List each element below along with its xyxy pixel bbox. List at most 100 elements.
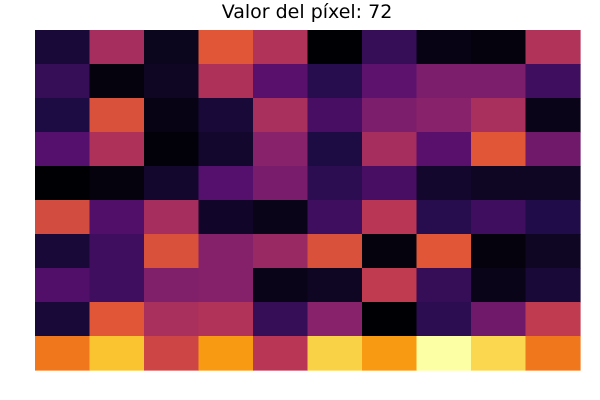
heatmap-cell-r0-c3 <box>198 30 254 65</box>
heatmap-cell-r5-c5 <box>307 200 363 235</box>
heatmap-cell-r1-c0 <box>35 64 91 99</box>
heatmap-cell-r6-c1 <box>89 234 145 269</box>
heatmap-cell-r1-c2 <box>144 64 200 99</box>
heatmap-cell-r9-c9 <box>525 336 581 371</box>
heatmap-cell-r6-c0 <box>35 234 91 269</box>
heatmap-cell-r2-c7 <box>416 98 472 133</box>
heatmap-cell-r6-c5 <box>307 234 363 269</box>
heatmap-cell-r9-c7 <box>416 336 472 371</box>
heatmap-cell-r1-c6 <box>362 64 418 99</box>
heatmap-cell-r6-c4 <box>253 234 309 269</box>
heatmap-cell-r2-c5 <box>307 98 363 133</box>
heatmap-cell-r2-c8 <box>471 98 527 133</box>
heatmap-cell-r0-c1 <box>89 30 145 65</box>
heatmap-cell-r4-c9 <box>525 166 581 201</box>
heatmap-cell-r9-c0 <box>35 336 91 371</box>
heatmap-cell-r8-c0 <box>35 302 91 337</box>
heatmap-cell-r3-c9 <box>525 132 581 167</box>
heatmap-cell-r8-c3 <box>198 302 254 337</box>
heatmap-cell-r7-c9 <box>525 268 581 303</box>
heatmap-cell-r5-c4 <box>253 200 309 235</box>
heatmap-cell-r3-c7 <box>416 132 472 167</box>
heatmap-cell-r2-c0 <box>35 98 91 133</box>
heatmap-cell-r8-c6 <box>362 302 418 337</box>
heatmap-cell-r2-c4 <box>253 98 309 133</box>
heatmap-cell-r0-c5 <box>307 30 363 65</box>
heatmap-cell-r7-c3 <box>198 268 254 303</box>
heatmap-cell-r1-c9 <box>525 64 581 99</box>
heatmap-cell-r8-c1 <box>89 302 145 337</box>
heatmap-cell-r1-c8 <box>471 64 527 99</box>
heatmap-cell-r1-c1 <box>89 64 145 99</box>
heatmap-cell-r3-c8 <box>471 132 527 167</box>
heatmap-cell-r7-c5 <box>307 268 363 303</box>
heatmap-cell-r8-c5 <box>307 302 363 337</box>
heatmap-cell-r0-c8 <box>471 30 527 65</box>
heatmap-cell-r5-c6 <box>362 200 418 235</box>
heatmap-cell-r8-c2 <box>144 302 200 337</box>
heatmap-cell-r2-c1 <box>89 98 145 133</box>
heatmap-cell-r6-c7 <box>416 234 472 269</box>
heatmap-cell-r3-c3 <box>198 132 254 167</box>
chart-title: Valor del píxel: 72 <box>222 1 393 23</box>
heatmap-cell-r7-c4 <box>253 268 309 303</box>
heatmap-cell-r4-c3 <box>198 166 254 201</box>
heatmap-cell-r8-c8 <box>471 302 527 337</box>
heatmap-cell-r1-c3 <box>198 64 254 99</box>
heatmap-cell-r7-c2 <box>144 268 200 303</box>
heatmap-cells <box>35 30 581 371</box>
heatmap-cell-r0-c7 <box>416 30 472 65</box>
heatmap-cell-r7-c6 <box>362 268 418 303</box>
heatmap-cell-r6-c9 <box>525 234 581 269</box>
heatmap-cell-r9-c1 <box>89 336 145 371</box>
heatmap-cell-r0-c4 <box>253 30 309 65</box>
heatmap-cell-r8-c4 <box>253 302 309 337</box>
heatmap-cell-r2-c9 <box>525 98 581 133</box>
heatmap-cell-r4-c8 <box>471 166 527 201</box>
heatmap-cell-r4-c0 <box>35 166 91 201</box>
heatmap-cell-r7-c0 <box>35 268 91 303</box>
heatmap-cell-r1-c7 <box>416 64 472 99</box>
heatmap-cell-r5-c2 <box>144 200 200 235</box>
heatmap-cell-r0-c2 <box>144 30 200 65</box>
heatmap-cell-r5-c1 <box>89 200 145 235</box>
heatmap-cell-r6-c8 <box>471 234 527 269</box>
heatmap-cell-r5-c8 <box>471 200 527 235</box>
heatmap-cell-r7-c8 <box>471 268 527 303</box>
heatmap-cell-r4-c5 <box>307 166 363 201</box>
heatmap-cell-r5-c0 <box>35 200 91 235</box>
heatmap-cell-r6-c2 <box>144 234 200 269</box>
heatmap-cell-r9-c3 <box>198 336 254 371</box>
heatmap-cell-r1-c4 <box>253 64 309 99</box>
heatmap-cell-r3-c4 <box>253 132 309 167</box>
heatmap-cell-r2-c2 <box>144 98 200 133</box>
heatmap-cell-r3-c6 <box>362 132 418 167</box>
heatmap-cell-r9-c5 <box>307 336 363 371</box>
heatmap-cell-r3-c0 <box>35 132 91 167</box>
heatmap-cell-r9-c4 <box>253 336 309 371</box>
heatmap-cell-r4-c4 <box>253 166 309 201</box>
heatmap-cell-r9-c8 <box>471 336 527 371</box>
heatmap-cell-r3-c1 <box>89 132 145 167</box>
heatmap-cell-r3-c5 <box>307 132 363 167</box>
heatmap-cell-r8-c7 <box>416 302 472 337</box>
heatmap-cell-r9-c2 <box>144 336 200 371</box>
heatmap-cell-r0-c0 <box>35 30 91 65</box>
heatmap-cell-r6-c6 <box>362 234 418 269</box>
heatmap-cell-r0-c9 <box>525 30 581 65</box>
heatmap-cell-r1-c5 <box>307 64 363 99</box>
heatmap-cell-r4-c7 <box>416 166 472 201</box>
heatmap-cell-r5-c7 <box>416 200 472 235</box>
heatmap-cell-r7-c7 <box>416 268 472 303</box>
heatmap-cell-r4-c6 <box>362 166 418 201</box>
heatmap-cell-r8-c9 <box>525 302 581 337</box>
heatmap-cell-r2-c6 <box>362 98 418 133</box>
heatmap-cell-r5-c3 <box>198 200 254 235</box>
heatmap-cell-r6-c3 <box>198 234 254 269</box>
heatmap-cell-r7-c1 <box>89 268 145 303</box>
heatmap-cell-r0-c6 <box>362 30 418 65</box>
heatmap-cell-r3-c2 <box>144 132 200 167</box>
heatmap-cell-r4-c1 <box>89 166 145 201</box>
heatmap-cell-r4-c2 <box>144 166 200 201</box>
heatmap-cell-r2-c3 <box>198 98 254 133</box>
